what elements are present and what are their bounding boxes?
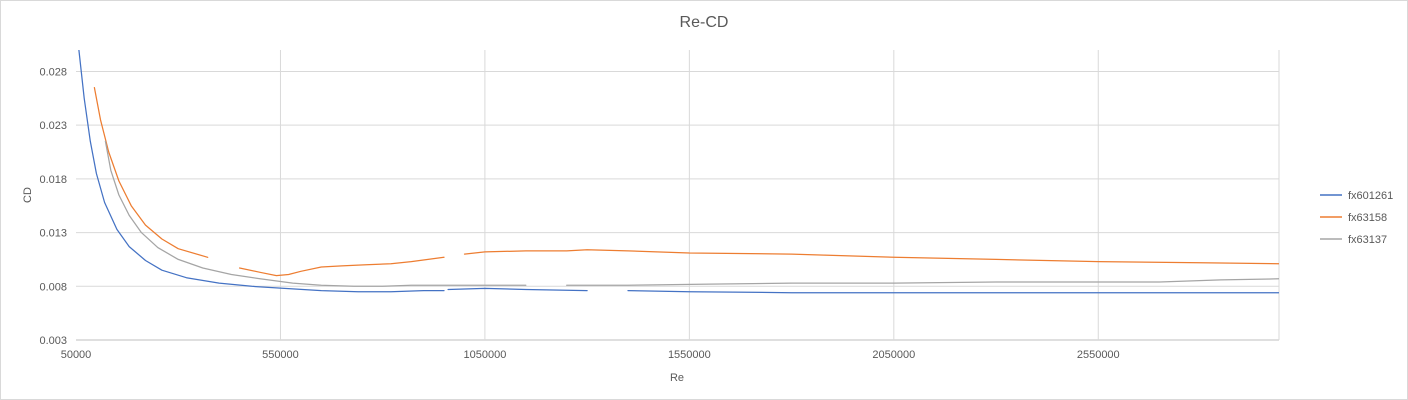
chart-title: Re-CD	[680, 14, 729, 31]
x-tick-label: 2050000	[872, 349, 915, 361]
x-tick-label: 2550000	[1077, 349, 1120, 361]
series-line-segment	[238, 256, 445, 277]
series-line-segment	[78, 50, 445, 293]
y-tick-label: 0.008	[39, 281, 67, 293]
x-tick-labels: 50000 550000 1050000 1550000 2050000 2550000	[61, 349, 1120, 361]
y-tick-label: 0.028	[39, 66, 67, 78]
y-axis-label: CD	[22, 187, 34, 203]
series-lines	[78, 50, 1279, 294]
x-tick-label: 1550000	[668, 349, 711, 361]
y-tick-label: 0.018	[39, 174, 67, 186]
series-line-segment	[447, 287, 588, 292]
y-tick-label: 0.003	[39, 335, 67, 347]
x-axis-label: Re	[670, 372, 684, 384]
series-fx63158	[93, 86, 1279, 277]
legend-entry: fx63137	[1348, 234, 1387, 246]
legend-entry: fx63158	[1348, 212, 1387, 224]
legend: fx601261 fx63158 fx63137	[1320, 190, 1393, 246]
y-tick-labels: 0.003 0.008 0.013 0.018 0.023 0.028	[39, 66, 67, 347]
gridlines	[76, 50, 1280, 341]
series-fx601261	[78, 50, 1279, 294]
series-line-segment	[566, 278, 1279, 286]
y-tick-label: 0.013	[39, 228, 67, 240]
x-tick-label: 1050000	[463, 349, 506, 361]
series-line-segment	[627, 289, 1279, 294]
series-line-segment	[93, 86, 209, 258]
legend-entry: fx601261	[1348, 190, 1393, 202]
series-line-segment	[104, 140, 527, 287]
series-line-segment	[463, 249, 1279, 265]
series-fx63137	[104, 140, 1279, 287]
x-tick-label: 550000	[262, 349, 299, 361]
y-tick-label: 0.023	[39, 120, 67, 132]
x-tick-label: 50000	[61, 349, 92, 361]
